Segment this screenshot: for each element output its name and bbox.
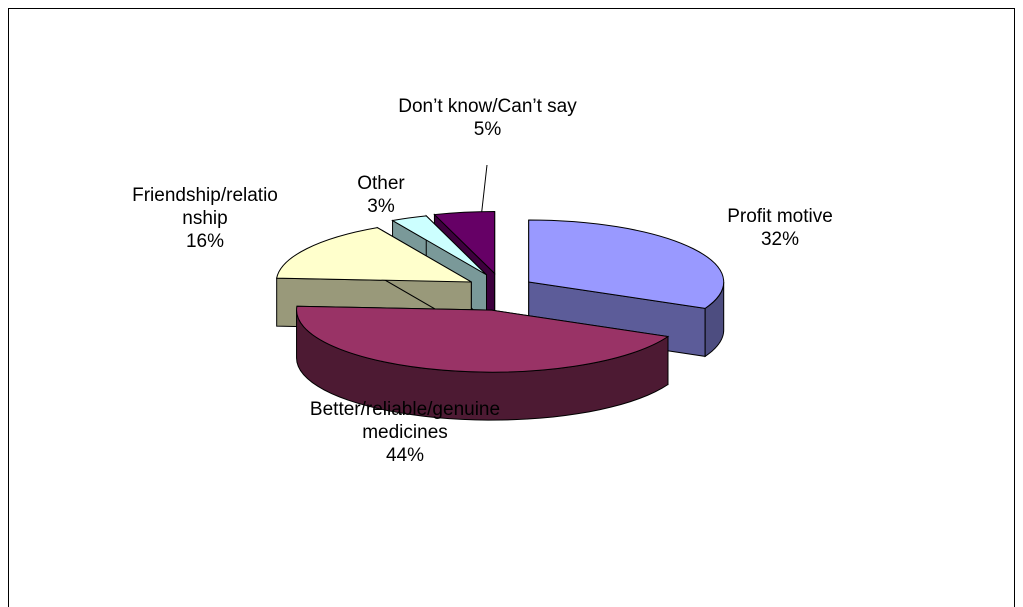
slice-label: Friendship/relationship 16% (130, 184, 280, 253)
slice-label: Don’t know/Can’t say 5% (380, 95, 595, 141)
slice-top (433, 211, 496, 275)
slice-label: Profit motive 32% (700, 205, 860, 251)
slice-top (528, 219, 725, 309)
slice-name: Profit motive (727, 206, 833, 227)
slice-value: 44% (385, 445, 425, 466)
slice-value: 5% (473, 119, 502, 140)
slice-value: 3% (367, 196, 395, 217)
slice-label: Other 3% (346, 172, 416, 218)
slice-name: Don’t know/Can’t say (398, 96, 577, 117)
slice-value: 32% (760, 229, 800, 250)
slice-name: Better/reliable/genuine medicines (309, 399, 501, 443)
pie-slice (296, 305, 670, 421)
slice-value: 16% (185, 231, 225, 252)
slice-name: Other (357, 173, 405, 194)
slice-name: Friendship/relationship (132, 185, 278, 229)
chart-frame (8, 8, 1015, 607)
slice-top (276, 227, 472, 283)
slice-top (296, 305, 670, 373)
slice-label: Better/reliable/genuine medicines 44% (305, 398, 505, 467)
slice-top (391, 215, 487, 276)
